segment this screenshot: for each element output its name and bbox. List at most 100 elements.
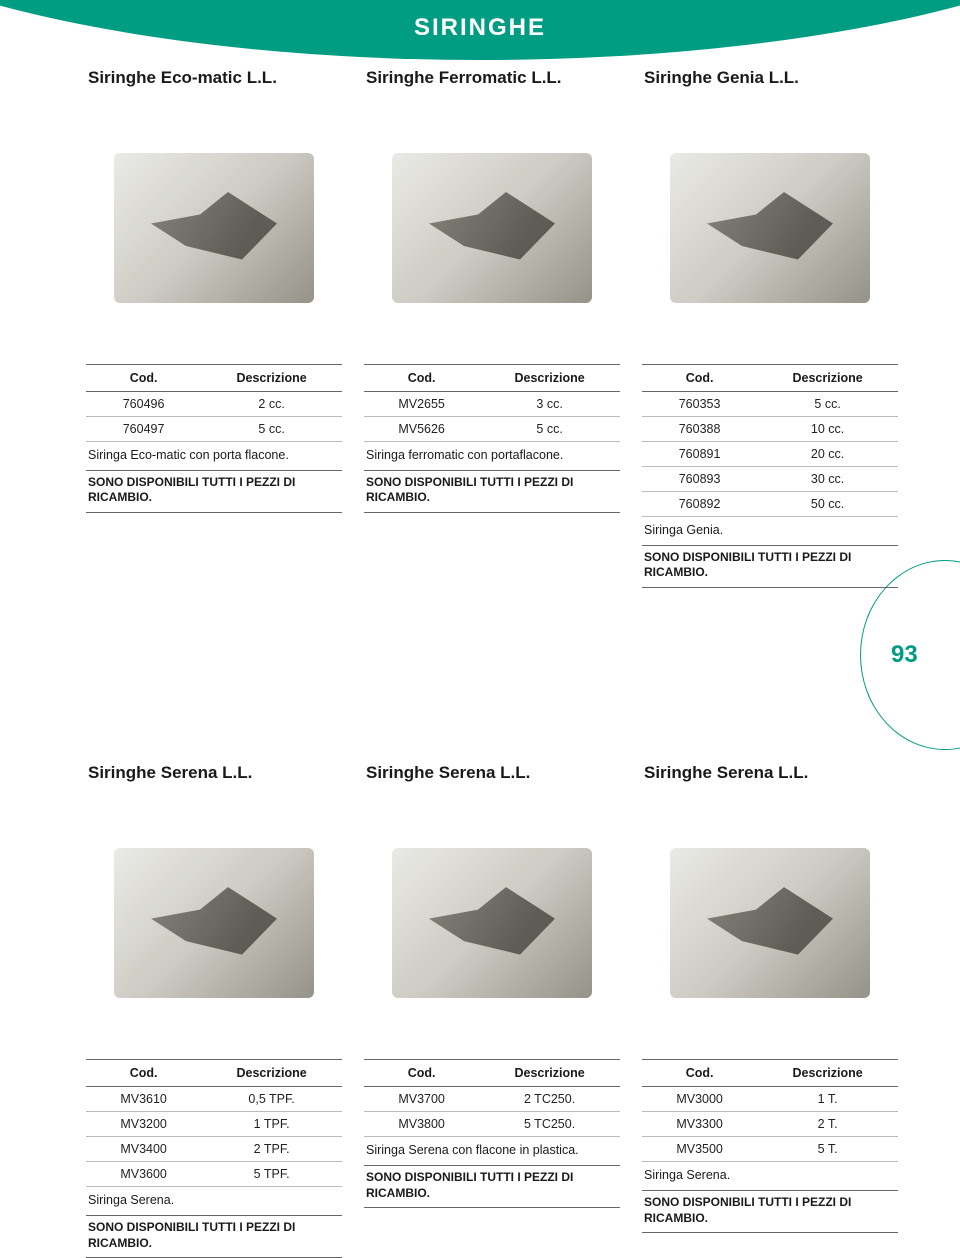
note-spare-parts: SONO DISPONIBILI TUTTI I PEZZI DI RICAMB… (642, 546, 898, 588)
table-row: MV34002 TPF. (86, 1137, 342, 1162)
table-row: 7604962 cc. (86, 392, 342, 417)
cell-code: MV5626 (364, 417, 479, 442)
col-header-code: Cod. (642, 365, 757, 392)
cell-code: MV3610 (86, 1087, 201, 1112)
cell-code: MV2655 (364, 392, 479, 417)
cell-code: 760891 (642, 442, 757, 467)
note-description: Siringa Serena. (644, 1167, 896, 1184)
table-row: MV33002 T. (642, 1112, 898, 1137)
cell-desc: 2 TC250. (479, 1087, 620, 1112)
col-header-code: Cod. (364, 365, 479, 392)
cell-code: MV3400 (86, 1137, 201, 1162)
cell-desc: 5 T. (757, 1137, 898, 1162)
table-row: MV30001 T. (642, 1087, 898, 1112)
col-header-code: Cod. (642, 1060, 757, 1087)
product-title: Siringhe Serena L.L. (86, 763, 342, 783)
product-image (114, 848, 314, 998)
note-description: Siringa Serena con flacone in plastica. (366, 1142, 618, 1159)
product-image (114, 153, 314, 303)
table-row: 7604975 cc. (86, 417, 342, 442)
cell-code: MV3800 (364, 1112, 479, 1137)
product-table: Cod.DescrizioneMV37002 TC250.MV38005 TC2… (364, 1059, 620, 1137)
note-spare-parts: SONO DISPONIBILI TUTTI I PEZZI DI RICAMB… (86, 1216, 342, 1258)
note-spare-parts: SONO DISPONIBILI TUTTI I PEZZI DI RICAMB… (364, 471, 620, 513)
cell-code: 760353 (642, 392, 757, 417)
product-title: Siringhe Serena L.L. (364, 763, 620, 783)
col-header-desc: Descrizione (757, 1060, 898, 1087)
product-image (670, 153, 870, 303)
cell-code: MV3500 (642, 1137, 757, 1162)
header-banner: SIRINGHE (0, 0, 960, 60)
cell-code: MV3700 (364, 1087, 479, 1112)
note-spare-parts: SONO DISPONIBILI TUTTI I PEZZI DI RICAMB… (642, 1191, 898, 1233)
cell-desc: 50 cc. (757, 492, 898, 517)
note-description: Siringa Eco-matic con porta flacone. (88, 447, 340, 464)
product-card: Siringhe Ferromatic L.L.Cod.DescrizioneM… (364, 68, 620, 588)
product-image-box (86, 102, 342, 354)
note-description: Siringa Serena. (88, 1192, 340, 1209)
cell-code: 760388 (642, 417, 757, 442)
product-table: Cod.DescrizioneMV26553 cc.MV56265 cc. (364, 364, 620, 442)
product-table: Cod.Descrizione7604962 cc.7604975 cc. (86, 364, 342, 442)
cell-desc: 10 cc. (757, 417, 898, 442)
col-header-desc: Descrizione (479, 1060, 620, 1087)
note-description: Siringa ferromatic con portaflacone. (366, 447, 618, 464)
note-description: Siringa Genia. (644, 522, 896, 539)
table-row: MV38005 TC250. (364, 1112, 620, 1137)
product-table: Cod.DescrizioneMV36100,5 TPF.MV32001 TPF… (86, 1059, 342, 1187)
page-title: SIRINGHE (414, 14, 546, 42)
product-title: Siringhe Eco-matic L.L. (86, 68, 342, 88)
col-header-desc: Descrizione (201, 365, 342, 392)
product-note: Siringa Serena. (642, 1162, 898, 1191)
table-row: 7603535 cc. (642, 392, 898, 417)
table-row: 76089330 cc. (642, 467, 898, 492)
table-row: MV36100,5 TPF. (86, 1087, 342, 1112)
product-grid: Siringhe Eco-matic L.L.Cod.Descrizione76… (86, 68, 896, 1258)
product-image-box (642, 102, 898, 354)
cell-desc: 2 TPF. (201, 1137, 342, 1162)
cell-desc: 5 cc. (757, 392, 898, 417)
product-image (392, 153, 592, 303)
product-image (392, 848, 592, 998)
col-header-desc: Descrizione (757, 365, 898, 392)
product-card: Siringhe Serena L.L. Cod.DescrizioneMV361… (86, 763, 342, 1258)
product-note: Siringa Serena con flacone in plastica. (364, 1137, 620, 1166)
table-row: 76089250 cc. (642, 492, 898, 517)
table-row: MV36005 TPF. (86, 1162, 342, 1187)
col-header-code: Cod. (364, 1060, 479, 1087)
table-row: MV32001 TPF. (86, 1112, 342, 1137)
product-card: Siringhe Serena L.L.Cod.DescrizioneMV300… (642, 763, 898, 1258)
table-row: MV56265 cc. (364, 417, 620, 442)
table-row: MV35005 T. (642, 1137, 898, 1162)
cell-code: MV3300 (642, 1112, 757, 1137)
product-card: Siringhe Eco-matic L.L.Cod.Descrizione76… (86, 68, 342, 588)
product-image-box (86, 797, 342, 1049)
cell-desc: 2 T. (757, 1112, 898, 1137)
cell-code: 760892 (642, 492, 757, 517)
note-spare-parts: SONO DISPONIBILI TUTTI I PEZZI DI RICAMB… (86, 471, 342, 513)
cell-desc: 5 TPF. (201, 1162, 342, 1187)
cell-desc: 1 TPF. (201, 1112, 342, 1137)
product-note: Siringa Eco-matic con porta flacone. (86, 442, 342, 471)
product-title: Siringhe Genia L.L. (642, 68, 898, 88)
cell-desc: 1 T. (757, 1087, 898, 1112)
product-card: Siringhe Genia L.L. Cod.Descrizione760353… (642, 68, 898, 588)
table-row: MV37002 TC250. (364, 1087, 620, 1112)
cell-desc: 30 cc. (757, 467, 898, 492)
cell-code: 760893 (642, 467, 757, 492)
col-header-desc: Descrizione (479, 365, 620, 392)
cell-code: MV3600 (86, 1162, 201, 1187)
product-title: Siringhe Ferromatic L.L. (364, 68, 620, 88)
cell-desc: 5 TC250. (479, 1112, 620, 1137)
cell-code: 760497 (86, 417, 201, 442)
col-header-code: Cod. (86, 1060, 201, 1087)
note-spare-parts: SONO DISPONIBILI TUTTI I PEZZI DI RICAMB… (364, 1166, 620, 1208)
cell-desc: 0,5 TPF. (201, 1087, 342, 1112)
cell-code: MV3200 (86, 1112, 201, 1137)
col-header-code: Cod. (86, 365, 201, 392)
product-image-box (642, 797, 898, 1049)
cell-desc: 2 cc. (201, 392, 342, 417)
product-note: Siringa Genia. (642, 517, 898, 546)
cell-code: 760496 (86, 392, 201, 417)
cell-desc: 5 cc. (201, 417, 342, 442)
